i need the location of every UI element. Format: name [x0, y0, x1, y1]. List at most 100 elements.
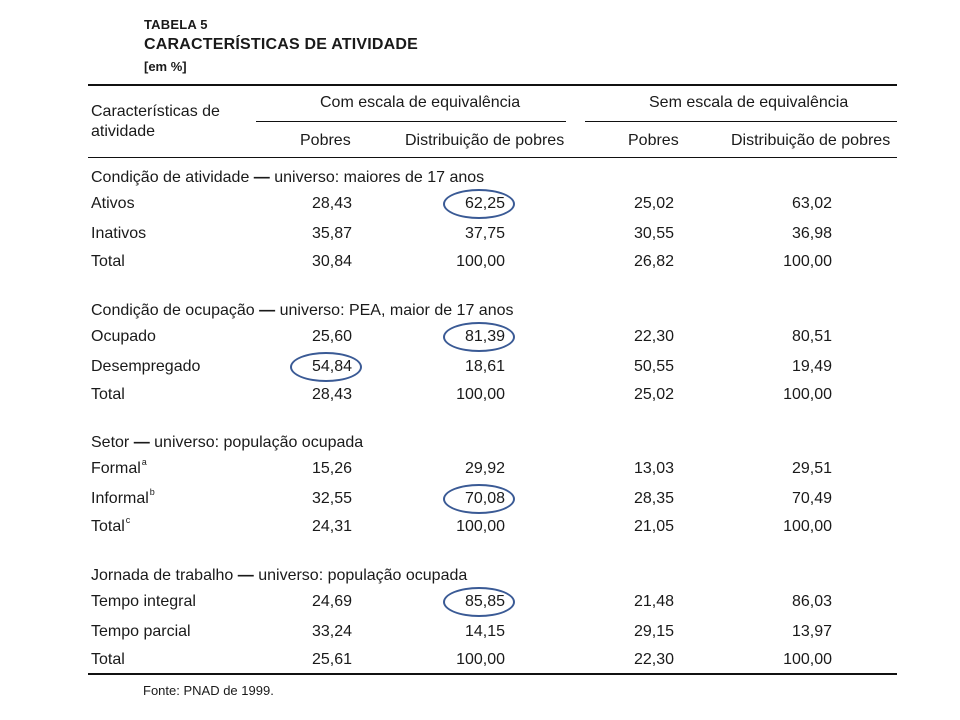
row-label-text: Ativos: [91, 195, 135, 212]
table-cell-c3: 30,55: [633, 225, 674, 242]
table-title: CARACTERÍSTICAS DE ATIVIDADE: [144, 36, 419, 53]
col-dist-2-header: Distribuição de pobres: [731, 132, 891, 149]
table-cell-c2: 100,00: [456, 253, 505, 270]
bottom-rule: [88, 673, 897, 675]
row-label-text: Formal: [91, 460, 141, 477]
row-label: Total: [91, 650, 125, 670]
footnote-marker: b: [149, 487, 155, 497]
table-cell-c3: 13,03: [633, 460, 674, 477]
row-label-header: Características de atividade: [91, 102, 251, 142]
row-label-text: Tempo integral: [91, 593, 196, 610]
table-cell-c4: 63,02: [791, 195, 832, 212]
table-unit: [em %]: [144, 59, 187, 74]
section-heading: Jornada de trabalho — universo: populaçã…: [91, 566, 467, 586]
row-label: Inativos: [91, 224, 146, 244]
table-cell-c3: 26,82: [633, 253, 674, 270]
em-dash: —: [249, 169, 270, 186]
table-cell-c2: 70,08: [464, 490, 505, 507]
section-heading-universe: universo: PEA, maior de 17 anos: [275, 302, 514, 319]
table-cell-c4: 80,51: [791, 328, 832, 345]
row-label-text: Total: [91, 253, 125, 270]
table-cell-c1: 54,84: [311, 358, 352, 375]
row-label-text: Total: [91, 518, 125, 535]
row-label-text: Tempo parcial: [91, 623, 191, 640]
table-cell-c3: 28,35: [633, 490, 674, 507]
section-heading: Condição de atividade — universo: maiore…: [91, 168, 484, 188]
table-cell-c1: 28,43: [311, 386, 352, 403]
section-heading-name: Condição de ocupação: [91, 302, 255, 319]
table-cell-c2: 62,25: [464, 195, 505, 212]
table-cell-c1: 25,61: [311, 651, 352, 668]
section-heading-name: Condição de atividade: [91, 169, 250, 186]
table-cell-c1: 32,55: [311, 490, 352, 507]
table-cell-c2: 85,85: [464, 593, 505, 610]
table-cell-c1: 24,31: [311, 518, 352, 535]
table-cell-c4: 100,00: [783, 651, 832, 668]
table-cell-c3: 29,15: [633, 623, 674, 640]
section-heading-name: Jornada de trabalho: [91, 567, 234, 584]
row-label-text: Desempregado: [91, 358, 201, 375]
table-cell-c4: 100,00: [783, 253, 832, 270]
section-heading-universe: universo: maiores de 17 anos: [269, 169, 485, 186]
table-cell-c3: 21,05: [633, 518, 674, 535]
row-label: Formala: [91, 457, 147, 480]
group1-header: Com escala de equivalência: [320, 94, 521, 111]
row-label-text: Inativos: [91, 225, 147, 242]
row-label: Totalc: [91, 515, 130, 538]
table-cell-c4: 36,98: [791, 225, 832, 242]
row-label: Ocupado: [91, 327, 156, 347]
table-cell-c3: 25,02: [633, 195, 674, 212]
table-cell-c2: 14,15: [464, 623, 505, 640]
group2-header: Sem escala de equivalência: [649, 94, 849, 111]
table-cell-c2: 18,61: [464, 358, 505, 375]
section-heading-universe: universo: população ocupada: [149, 434, 364, 451]
table-number: TABELA 5: [144, 17, 208, 32]
col-pobres-1-header: Pobres: [300, 132, 351, 149]
table-cell-c1: 35,87: [311, 225, 352, 242]
row-label-text: Total: [91, 386, 125, 403]
header-bottom-rule: [88, 157, 897, 158]
table-cell-c3: 25,02: [633, 386, 674, 403]
section-heading: Setor — universo: população ocupada: [91, 433, 363, 453]
row-label: Ativos: [91, 194, 135, 214]
row-label: Total: [91, 252, 125, 272]
table-cell-c4: 70,49: [791, 490, 832, 507]
em-dash: —: [254, 302, 276, 319]
table-cell-c3: 21,48: [633, 593, 674, 610]
footnote-marker: a: [141, 457, 147, 467]
row-label: Tempo integral: [91, 592, 196, 612]
table-cell-c4: 29,51: [791, 460, 832, 477]
table-cell-c1: 28,43: [311, 195, 352, 212]
table-cell-c3: 50,55: [633, 358, 674, 375]
em-dash: —: [129, 434, 150, 451]
section-heading-name: Setor: [91, 434, 130, 451]
row-label: Total: [91, 385, 125, 405]
table-cell-c2: 100,00: [456, 651, 505, 668]
row-label-text: Ocupado: [91, 328, 156, 345]
table-cell-c4: 13,97: [791, 623, 832, 640]
table-cell-c4: 100,00: [783, 386, 832, 403]
top-rule: [88, 84, 897, 86]
row-label: Informalb: [91, 487, 155, 510]
section-heading: Condição de ocupação — universo: PEA, ma…: [91, 301, 514, 321]
table-cell-c3: 22,30: [633, 328, 674, 345]
section-heading-universe: universo: população ocupada: [253, 567, 468, 584]
table-cell-c1: 15,26: [311, 460, 352, 477]
table-cell-c4: 100,00: [783, 518, 832, 535]
table-cell-c2: 29,92: [464, 460, 505, 477]
table-cell-c2: 81,39: [464, 328, 505, 345]
table-cell-c1: 33,24: [311, 623, 352, 640]
em-dash: —: [233, 567, 254, 584]
row-label: Desempregado: [91, 357, 200, 377]
col-dist-1-header: Distribuição de pobres: [405, 132, 565, 149]
row-label-header-text: Características de atividade: [91, 103, 220, 140]
row-label-text: Informal: [91, 490, 149, 507]
row-label-text: Total: [91, 651, 125, 668]
table-cell-c2: 37,75: [464, 225, 505, 242]
table-cell-c2: 100,00: [456, 386, 505, 403]
group2-rule: [585, 121, 897, 122]
table-cell-c1: 25,60: [311, 328, 352, 345]
table-cell-c4: 86,03: [791, 593, 832, 610]
table-source: Fonte: PNAD de 1999.: [143, 683, 274, 698]
